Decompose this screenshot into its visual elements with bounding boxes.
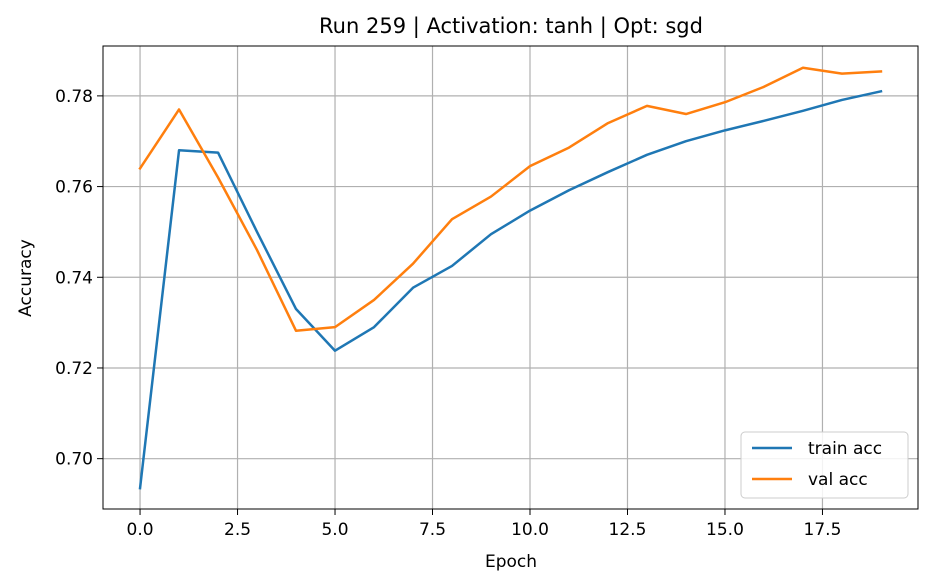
y-tick-label: 0.70 — [55, 450, 93, 470]
data-point-val-acc — [256, 249, 258, 251]
data-point-train-acc — [724, 129, 726, 131]
data-point-val-acc — [568, 146, 570, 148]
x-tick-label: 2.5 — [224, 520, 251, 540]
data-point-train-acc — [334, 350, 336, 352]
data-point-train-acc — [373, 326, 375, 328]
data-point-val-acc — [841, 72, 843, 74]
data-point-train-acc — [139, 487, 141, 489]
data-point-train-acc — [490, 233, 492, 235]
grid — [103, 46, 918, 509]
data-point-val-acc — [529, 165, 531, 167]
data-point-val-acc — [139, 167, 141, 169]
y-tick-label: 0.72 — [55, 359, 93, 379]
data-point-train-acc — [568, 189, 570, 191]
data-point-val-acc — [646, 105, 648, 107]
data-point-train-acc — [217, 151, 219, 153]
data-point-val-acc — [412, 262, 414, 264]
data-point-val-acc — [334, 326, 336, 328]
data-point-val-acc — [763, 86, 765, 88]
data-point-train-acc — [685, 140, 687, 142]
data-point-val-acc — [373, 299, 375, 301]
x-tick-label: 15.0 — [706, 520, 744, 540]
data-point-train-acc — [451, 265, 453, 267]
data-point-train-acc — [802, 110, 804, 112]
y-tick-label: 0.78 — [55, 87, 93, 107]
legend-label-train-acc: train acc — [808, 439, 882, 459]
y-tick-label: 0.76 — [55, 178, 93, 198]
series-group — [138, 66, 883, 490]
x-tick-label: 5.0 — [321, 520, 348, 540]
data-point-train-acc — [529, 209, 531, 211]
series-line-train-acc — [138, 89, 883, 490]
data-point-val-acc — [607, 122, 609, 124]
data-point-train-acc — [841, 99, 843, 101]
data-point-train-acc — [607, 171, 609, 173]
data-point-val-acc — [724, 101, 726, 103]
chart-title: Run 259 | Activation: tanh | Opt: sgd — [319, 14, 703, 39]
data-point-val-acc — [685, 113, 687, 115]
data-point-train-acc — [763, 120, 765, 122]
x-tick-label: 17.5 — [804, 520, 842, 540]
x-tick-label: 7.5 — [419, 520, 446, 540]
series-line-val-acc — [138, 66, 883, 333]
x-axis: 0.0 2.5 5.0 7.5 10.0 12.5 15.0 17.5 — [127, 509, 842, 540]
data-point-train-acc — [880, 90, 882, 92]
x-tick-label: 12.5 — [609, 520, 647, 540]
data-point-train-acc — [412, 287, 414, 289]
data-point-val-acc — [217, 176, 219, 178]
y-axis-label: Accuracy — [16, 239, 36, 317]
data-point-val-acc — [451, 218, 453, 220]
data-point-train-acc — [646, 154, 648, 156]
y-axis: 0.70 0.72 0.74 0.76 0.78 — [55, 87, 103, 470]
data-point-val-acc — [880, 70, 882, 72]
legend-label-val-acc: val acc — [808, 470, 868, 490]
data-point-val-acc — [295, 330, 297, 332]
data-point-val-acc — [178, 108, 180, 110]
data-point-train-acc — [295, 308, 297, 310]
y-tick-label: 0.74 — [55, 268, 93, 288]
x-axis-label: Epoch — [485, 552, 537, 572]
x-tick-label: 10.0 — [511, 520, 549, 540]
data-point-train-acc — [256, 231, 258, 233]
data-point-val-acc — [490, 195, 492, 197]
data-point-train-acc — [178, 149, 180, 151]
legend: train acc val acc — [740, 431, 909, 499]
data-point-val-acc — [802, 67, 804, 69]
x-tick-label: 0.0 — [127, 520, 154, 540]
